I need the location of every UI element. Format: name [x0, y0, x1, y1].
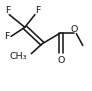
- Text: O: O: [57, 56, 64, 65]
- Text: F: F: [5, 6, 10, 14]
- Text: CH₃: CH₃: [9, 52, 27, 61]
- Text: O: O: [71, 25, 78, 34]
- Text: F: F: [4, 32, 9, 41]
- Text: F: F: [35, 6, 40, 14]
